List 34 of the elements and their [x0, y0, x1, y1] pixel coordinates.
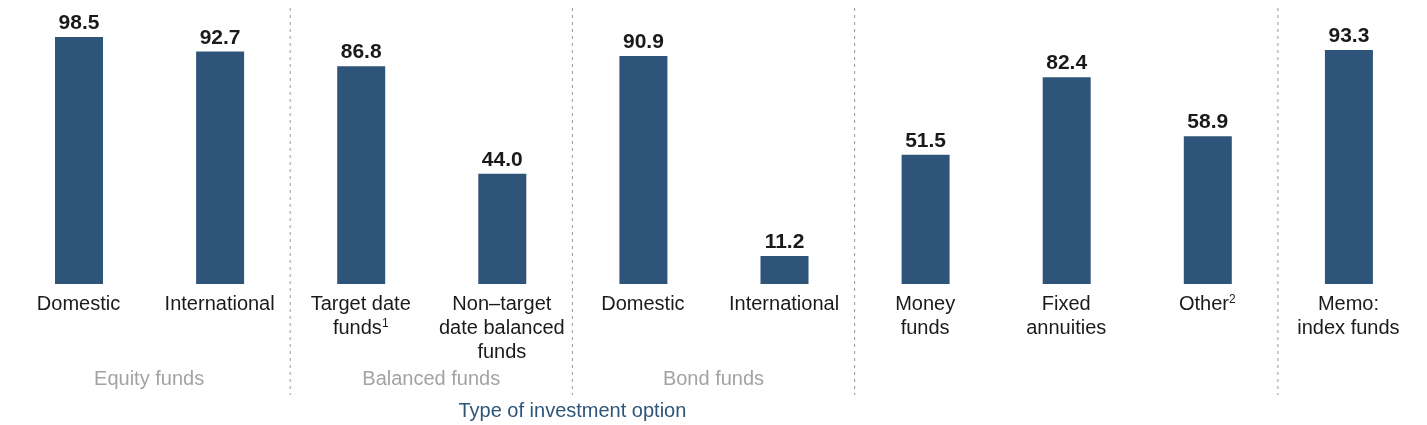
text: Bond funds — [661, 367, 766, 390]
x-tick-label: Money funds — [895, 292, 956, 338]
bar — [1042, 77, 1091, 284]
text: Balanced funds — [361, 367, 502, 390]
bar — [478, 173, 527, 284]
x-tick-label: International — [164, 292, 275, 314]
bar — [1324, 50, 1373, 284]
data-label: 93.3 — [1328, 23, 1370, 47]
bar — [196, 51, 245, 284]
x-tick-label: Non–target date balanced funds — [439, 292, 565, 362]
x-tick-label: Memo: index funds — [1297, 292, 1400, 338]
x-tick-label: Other$^{2}$ — [1178, 292, 1237, 314]
x-tick-label: International — [729, 292, 840, 314]
bar — [901, 154, 950, 284]
x-tick-label: Target date funds$^{1}$ — [310, 292, 411, 338]
data-label: 51.5 — [905, 127, 947, 151]
bar — [760, 255, 809, 284]
data-label: 11.2 — [764, 228, 805, 252]
data-label: 58.9 — [1187, 109, 1229, 133]
data-label: 90.9 — [622, 29, 664, 53]
bar — [337, 66, 386, 284]
bar — [619, 56, 668, 284]
x-tick-label: Domestic — [36, 292, 121, 314]
x-tick-label: Domestic — [601, 292, 685, 314]
bar — [55, 37, 103, 284]
x-axis-title: Type of investment option — [457, 399, 688, 422]
x-tick-label: Fixed annuities — [1026, 292, 1107, 338]
text: Equity funds — [93, 367, 206, 390]
data-label: 44.0 — [481, 146, 523, 170]
data-label: 92.7 — [199, 24, 241, 48]
bar — [1183, 136, 1232, 284]
data-label: 98.5 — [58, 10, 100, 33]
data-label: 86.8 — [340, 39, 382, 63]
data-label: 82.4 — [1046, 50, 1088, 74]
